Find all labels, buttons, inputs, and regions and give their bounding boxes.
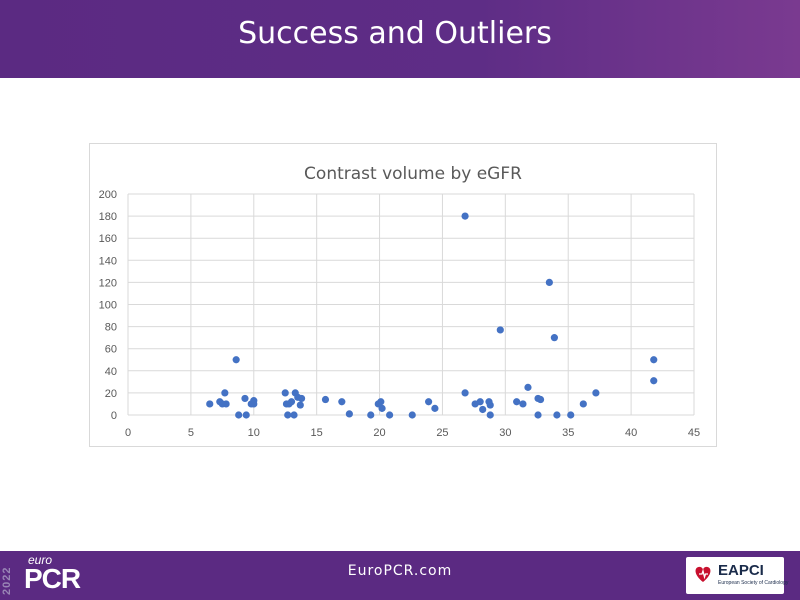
data-point [545, 278, 553, 286]
data-point [476, 398, 484, 406]
x-tick-label: 30 [499, 427, 511, 439]
x-tick-label: 25 [436, 427, 448, 439]
y-tick-label: 40 [105, 366, 117, 378]
data-point [496, 326, 504, 334]
data-point [235, 411, 243, 419]
esc-logo-text: European Society of Cardiology [718, 580, 789, 586]
y-tick-label: 0 [111, 410, 117, 422]
x-tick-label: 40 [625, 427, 637, 439]
data-point [650, 356, 658, 364]
data-point [284, 411, 292, 419]
data-point [486, 411, 494, 419]
data-point [232, 356, 240, 364]
data-point [431, 404, 439, 412]
data-point [281, 389, 289, 397]
chart-title: Contrast volume by eGFR [304, 164, 522, 184]
y-tick-label: 20 [105, 388, 117, 400]
data-point [338, 398, 346, 406]
data-point [377, 398, 385, 406]
data-point [425, 398, 433, 406]
data-point [479, 405, 487, 414]
data-point [287, 398, 296, 406]
data-point [378, 404, 386, 412]
slide-footer [0, 551, 800, 600]
y-tick-label: 100 [99, 300, 117, 312]
data-point [367, 411, 375, 419]
data-point [222, 400, 230, 408]
y-tick-label: 200 [99, 189, 117, 201]
y-tick-label: 120 [99, 277, 117, 289]
y-tick-label: 80 [105, 322, 117, 334]
logo-prefix: euro [28, 553, 53, 567]
heart-icon [695, 566, 711, 582]
data-point [486, 401, 494, 409]
data-point [221, 389, 229, 397]
data-point [241, 394, 249, 403]
data-point [592, 389, 600, 397]
data-point [513, 398, 521, 406]
y-tick-label: 60 [105, 344, 117, 356]
data-point [206, 400, 214, 408]
data-point [321, 395, 330, 404]
data-point [519, 400, 527, 408]
x-tick-label: 35 [562, 427, 574, 439]
europcr-logo: PCR [24, 563, 81, 594]
data-point [461, 212, 469, 220]
eapci-logo-text: EAPCI [718, 562, 764, 579]
y-tick-label: 180 [99, 211, 117, 223]
data-point [536, 395, 545, 404]
x-tick-label: 0 [125, 427, 131, 439]
data-point [534, 411, 542, 419]
data-point [386, 411, 394, 419]
data-point [345, 410, 353, 418]
data-point [579, 400, 587, 408]
x-tick-label: 15 [311, 427, 323, 439]
data-point [250, 400, 258, 408]
y-tick-label: 140 [99, 255, 117, 267]
data-point [553, 411, 561, 419]
x-tick-label: 5 [188, 427, 194, 439]
y-tick-label: 160 [99, 233, 117, 245]
logo-year: 2022 [1, 566, 13, 595]
data-point [524, 383, 532, 391]
footer-url[interactable]: EuroPCR.com [347, 563, 453, 579]
slide-header [0, 0, 800, 78]
data-point [242, 411, 250, 419]
data-point [567, 411, 575, 419]
x-tick-label: 10 [248, 427, 260, 439]
data-point [297, 394, 306, 403]
data-point [290, 411, 298, 419]
data-point [650, 377, 658, 385]
data-point [296, 401, 304, 409]
x-tick-label: 20 [373, 427, 385, 439]
slide-title: Success and Outliers [238, 16, 552, 51]
x-tick-label: 45 [688, 427, 700, 439]
data-point [550, 334, 558, 342]
data-point [408, 411, 416, 419]
data-point [461, 389, 469, 397]
